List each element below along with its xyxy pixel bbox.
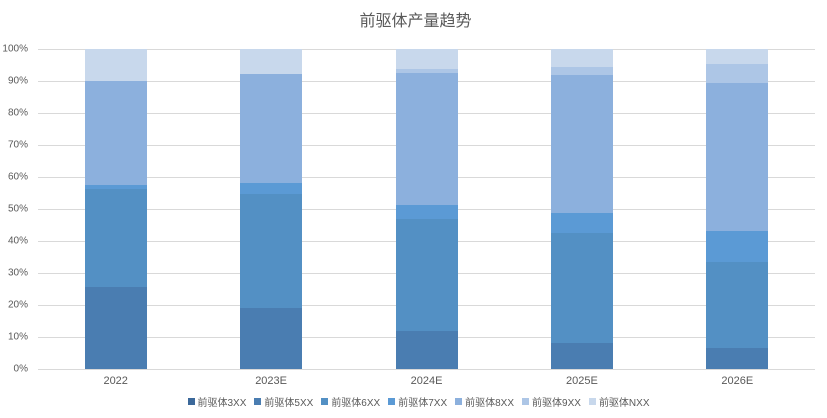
legend-item-前驱体7XX: 前驱体7XX [388, 394, 447, 409]
bar-segment-2025E-前驱体6XX [550, 233, 613, 343]
bar-segment-2025E-前驱体NXX [550, 49, 613, 67]
bar-segment-2026E-前驱体7XX [706, 231, 769, 263]
bar-2025E [550, 49, 613, 369]
legend-swatch-前驱体7XX [388, 398, 396, 405]
legend-swatch-前驱体NXX [588, 398, 596, 405]
bar-segment-2022-前驱体6XX [84, 188, 147, 288]
bar-segment-2024E-前驱体NXX [395, 49, 458, 69]
x-tick-label-2026E: 2026E [721, 375, 754, 387]
gridline-0 [38, 368, 815, 370]
legend-swatch-前驱体3XX [187, 398, 195, 405]
legend-item-前驱体6XX: 前驱体6XX [321, 394, 380, 409]
bar-segment-2024E-前驱体6XX [395, 218, 458, 331]
y-tick-label-0: 0% [13, 363, 28, 375]
x-tick-label-2022: 2022 [103, 375, 128, 387]
chart-title: 前驱体产量趋势 [359, 13, 472, 30]
bar-segment-2026E-前驱体5XX [706, 347, 769, 369]
y-tick-label-60: 60% [7, 171, 28, 183]
legend-label-前驱体8XX: 前驱体8XX [465, 398, 515, 409]
bar-segment-2022-前驱体5XX [84, 287, 147, 369]
legend-item-前驱体3XX: 前驱体3XX [187, 394, 247, 409]
legend-label-前驱体5XX: 前驱体5XX [264, 398, 314, 409]
bar-segment-2026E-前驱体NXX [706, 49, 769, 65]
bar-segment-2026E-前驱体8XX [706, 83, 769, 232]
legend: 前驱体3XX 前驱体5XX 前驱体6XX 前驱体7XX 前驱体8XX 前驱体9XX 前驱体N… [5, 394, 827, 409]
bar-segment-2026E-前驱体6XX [706, 262, 769, 348]
bar-segment-2023E-前驱体5XX [240, 307, 303, 369]
bar-2022 [84, 49, 147, 369]
bar-2026E [706, 49, 769, 369]
legend-label-前驱体6XX: 前驱体6XX [331, 398, 381, 409]
legend-label-前驱体9XX: 前驱体9XX [532, 398, 581, 409]
y-tick-label-80: 80% [7, 107, 28, 119]
bar-2023E [240, 49, 303, 369]
bar-segment-2023E-前驱体NXX [240, 49, 303, 74]
y-tick-label-70: 70% [7, 139, 28, 151]
legend-swatch-前驱体9XX [522, 398, 530, 405]
x-tick-label-2025E: 2025E [565, 375, 598, 387]
bar-segment-2023E-前驱体8XX [240, 73, 303, 184]
y-axis: 0% 10% 20% 30% 40% 50% 60% 70% 80% 90% 100% [0, 44, 28, 375]
bar-segment-2023E-前驱体7XX [240, 183, 303, 194]
bar-segment-2022-前驱体NXX [84, 49, 147, 82]
y-tick-label-40: 40% [7, 235, 28, 247]
legend-label-前驱体3XX: 前驱体3XX [197, 398, 247, 409]
bar-segment-2024E-前驱体5XX [395, 330, 458, 369]
legend-swatch-前驱体8XX [455, 398, 463, 405]
legend-item-前驱体9XX: 前驱体9XX [522, 394, 581, 409]
legend-label-前驱体7XX: 前驱体7XX [398, 398, 448, 409]
bar-segment-2024E-前驱体7XX [395, 204, 458, 219]
legend-item-前驱体NXX: 前驱体NXX [588, 394, 650, 409]
bar-segment-2024E-前驱体9XX [395, 68, 458, 73]
legend-item-前驱体5XX: 前驱体5XX [254, 394, 313, 409]
bar-segment-2024E-前驱体8XX [395, 72, 458, 205]
y-tick-label-90: 90% [7, 75, 28, 87]
bar-segment-2026E-前驱体9XX [706, 64, 769, 84]
gridline-100 [38, 48, 815, 50]
bar-segment-2025E-前驱体9XX [550, 66, 613, 75]
y-tick-label-10: 10% [7, 331, 28, 343]
x-tick-label-2023E: 2023E [255, 375, 287, 387]
bar-2024E [395, 49, 458, 369]
y-tick-label-20: 20% [7, 299, 28, 311]
bar-segment-2025E-前驱体8XX [550, 74, 613, 214]
bar-segment-2023E-前驱体6XX [240, 193, 303, 308]
plot-area [38, 48, 815, 370]
legend-label-前驱体NXX: 前驱体NXX [598, 398, 650, 409]
legend-swatch-前驱体6XX [321, 398, 329, 405]
x-tick-label-2024E: 2024E [410, 375, 443, 387]
bar-segment-2025E-前驱体7XX [550, 213, 613, 234]
bar-segment-2022-前驱体7XX [84, 185, 147, 189]
bar-segment-2025E-前驱体5XX [550, 342, 613, 369]
y-tick-label-100: 100% [2, 43, 28, 55]
x-axis: 2022 2023E 2024E 2025E 2026E [38, 375, 815, 389]
y-tick-label-30: 30% [7, 267, 28, 279]
y-tick-label-50: 50% [7, 203, 28, 215]
legend-item-前驱体8XX: 前驱体8XX [455, 394, 514, 409]
bar-segment-2022-前驱体8XX [84, 81, 147, 186]
legend-swatch-前驱体5XX [254, 398, 262, 405]
